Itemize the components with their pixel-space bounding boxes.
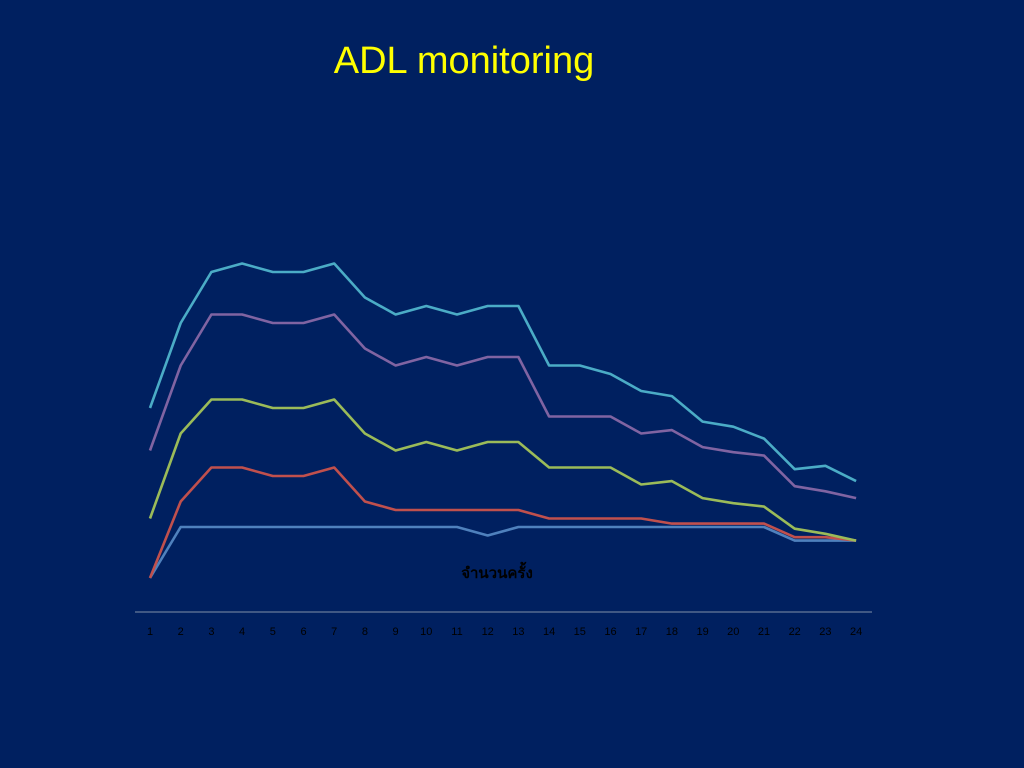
series-lines (148, 262, 857, 579)
x-tick-label: 16 (604, 626, 616, 638)
x-tick-label: 15 (574, 626, 586, 638)
x-tick-label: 21 (758, 626, 770, 638)
x-tick-label: 19 (696, 626, 708, 638)
x-tick-labels: 1 2 3 4 5 6 7 8 9 10 11 12 13 14 15 16 17 18 19 20 21 22 23 24 (147, 626, 862, 638)
x-tick-label: 3 (208, 626, 214, 638)
x-tick-label: 8 (362, 626, 368, 638)
x-tick-label: 22 (789, 626, 801, 638)
series-line-1 (148, 525, 857, 579)
x-tick-label: 23 (819, 626, 831, 638)
x-tick-label: 10 (420, 626, 432, 638)
x-tick-label: 20 (727, 626, 739, 638)
x-tick-label: 4 (239, 626, 245, 638)
x-tick-label: 11 (451, 626, 462, 638)
x-tick-label: 18 (666, 626, 678, 638)
x-tick-label: 24 (850, 626, 862, 638)
x-tick-label: 13 (512, 626, 524, 638)
x-tick-label: 2 (178, 626, 184, 638)
slide-title: ADL monitoring (333, 40, 595, 82)
x-axis-title: จำนวนครั้ง (461, 561, 533, 582)
x-tick-label: 17 (635, 626, 647, 638)
x-tick-label: 5 (270, 626, 276, 638)
x-tick-label: 1 (147, 626, 153, 638)
x-tick-label: 9 (393, 626, 399, 638)
x-tick-label: 12 (482, 626, 494, 638)
series-line-3 (148, 398, 857, 542)
x-tick-label: 6 (300, 626, 306, 638)
series-line-5 (148, 262, 857, 483)
x-tick-label: 14 (543, 626, 555, 638)
series-line-2 (148, 466, 857, 579)
x-tick-label: 7 (331, 626, 337, 638)
series-line-4 (148, 313, 857, 500)
